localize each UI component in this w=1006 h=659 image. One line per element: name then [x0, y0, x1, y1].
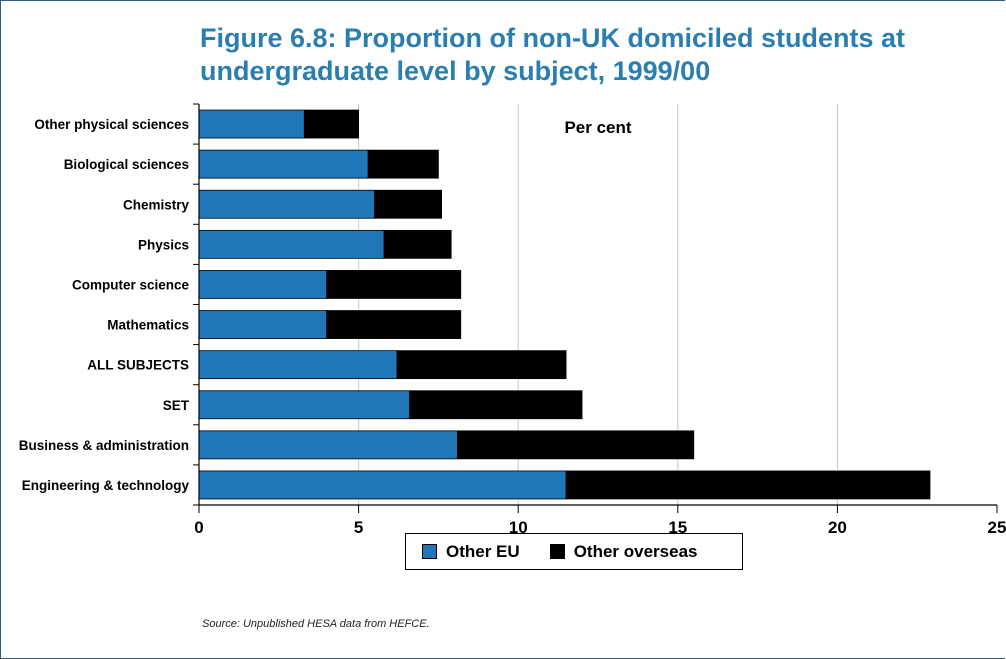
x-tick-label-0: 0 [194, 518, 203, 537]
chart-title-line-1: Figure 6.8: Proportion of non-UK domicil… [200, 23, 906, 53]
bar-other-overseas-3 [383, 229, 452, 259]
category-label-0: Other physical sciences [34, 117, 189, 132]
bar-other-overseas-7 [409, 390, 583, 420]
category-label-1: Biological sciences [64, 157, 189, 172]
bar-other-eu-0 [198, 109, 305, 139]
category-label-8: Business & administration [19, 438, 189, 453]
x-tick-label-10: 10 [509, 518, 528, 537]
bar-other-overseas-0 [303, 109, 359, 139]
bar-other-eu-1 [198, 149, 369, 179]
legend-item-other-overseas: Other overseas [549, 541, 698, 562]
chart-title: Figure 6.8: Proportion of non-UK domicil… [200, 22, 990, 88]
category-label-5: Mathematics [107, 318, 189, 333]
bar-other-overseas-8 [457, 430, 695, 460]
legend-label-other-overseas: Other overseas [573, 541, 698, 561]
category-label-6: ALL SUBJECTS [87, 358, 189, 373]
category-label-4: Computer science [72, 277, 190, 292]
unit-label: Per cent [564, 118, 631, 137]
bar-other-overseas-2 [374, 189, 442, 219]
bar-other-eu-4 [198, 270, 328, 299]
bar-other-eu-7 [198, 390, 411, 420]
bar-other-overseas-6 [396, 350, 567, 380]
bar-other-eu-3 [198, 229, 385, 259]
bar-other-eu-2 [198, 189, 375, 219]
bar-other-overseas-1 [367, 149, 439, 179]
bar-other-overseas-4 [326, 270, 462, 299]
x-tick-label-25: 25 [988, 518, 1006, 537]
chart-title-line-2: undergraduate level by subject, 1999/00 [200, 56, 711, 86]
x-tick-label-15: 15 [668, 518, 687, 537]
legend-label-other-eu: Other EU [446, 541, 520, 561]
source-note: Source: Unpublished HESA data from HEFCE… [202, 618, 430, 630]
legend: Other EU Other overseas [405, 533, 743, 570]
x-tick-label-20: 20 [828, 518, 847, 537]
category-label-2: Chemistry [123, 197, 190, 212]
bar-other-eu-9 [198, 470, 567, 500]
category-label-9: Engineering & technology [22, 478, 190, 493]
bar-other-overseas-9 [565, 470, 931, 500]
bar-other-eu-5 [198, 310, 328, 339]
x-tick-label-5: 5 [354, 518, 363, 537]
legend-item-other-eu: Other EU [422, 542, 520, 562]
legend-swatch-other-eu [422, 544, 437, 559]
bar-other-eu-6 [198, 350, 398, 380]
bar-other-overseas-5 [326, 310, 462, 339]
category-label-3: Physics [138, 237, 189, 252]
bar-other-eu-8 [198, 430, 458, 460]
legend-swatch-other-overseas [549, 544, 565, 559]
category-label-7: SET [163, 398, 190, 413]
